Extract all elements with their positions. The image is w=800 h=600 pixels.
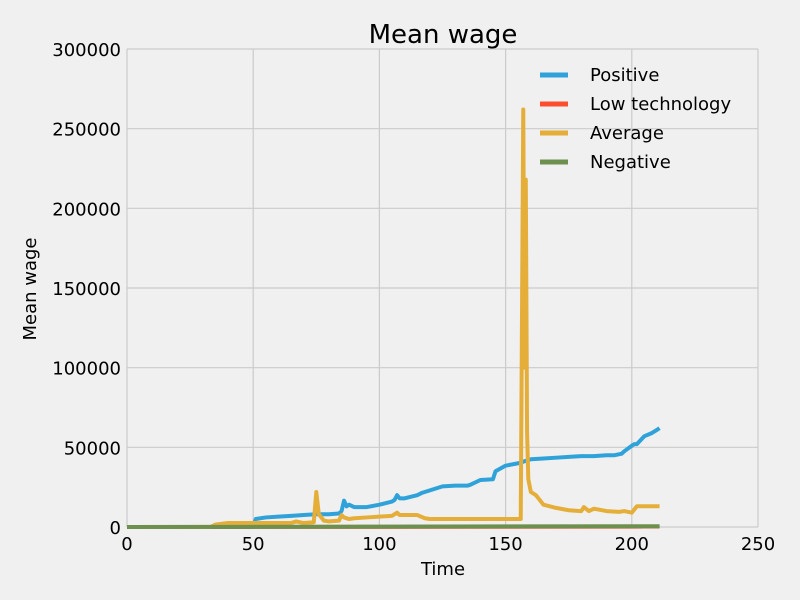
tick-labels: 0 50 100 150 200 250 0 50000 100000 150000 200000 2… bbox=[52, 40, 775, 555]
y-axis-label: Mean wage bbox=[20, 237, 41, 340]
chart-title: Mean wage bbox=[369, 20, 518, 50]
x-tick-label: 150 bbox=[488, 534, 522, 555]
legend-label: Negative bbox=[590, 152, 671, 173]
legend: Positive Low technology Average Negative bbox=[540, 65, 731, 173]
y-tick-label: 150000 bbox=[52, 279, 121, 300]
x-tick-label: 0 bbox=[121, 534, 132, 555]
x-tick-label: 50 bbox=[242, 534, 265, 555]
series-line-negative bbox=[126, 524, 660, 529]
x-tick-label: 200 bbox=[615, 534, 649, 555]
series-line-average bbox=[127, 107, 660, 529]
x-tick-label: 250 bbox=[741, 534, 775, 555]
y-tick-label: 0 bbox=[110, 518, 121, 539]
y-tick-label: 100000 bbox=[52, 359, 121, 380]
x-tick-label: 100 bbox=[362, 534, 396, 555]
series-line-positive bbox=[127, 426, 661, 529]
legend-label: Average bbox=[590, 123, 664, 144]
x-axis-label: Time bbox=[420, 559, 465, 580]
series-layer bbox=[126, 107, 661, 529]
y-tick-label: 50000 bbox=[64, 438, 121, 459]
legend-label: Positive bbox=[590, 65, 659, 86]
grid-lines bbox=[126, 48, 759, 528]
y-tick-label: 250000 bbox=[52, 120, 121, 141]
y-tick-label: 200000 bbox=[52, 199, 121, 220]
legend-label: Low technology bbox=[590, 94, 731, 115]
y-tick-label: 300000 bbox=[52, 40, 121, 61]
